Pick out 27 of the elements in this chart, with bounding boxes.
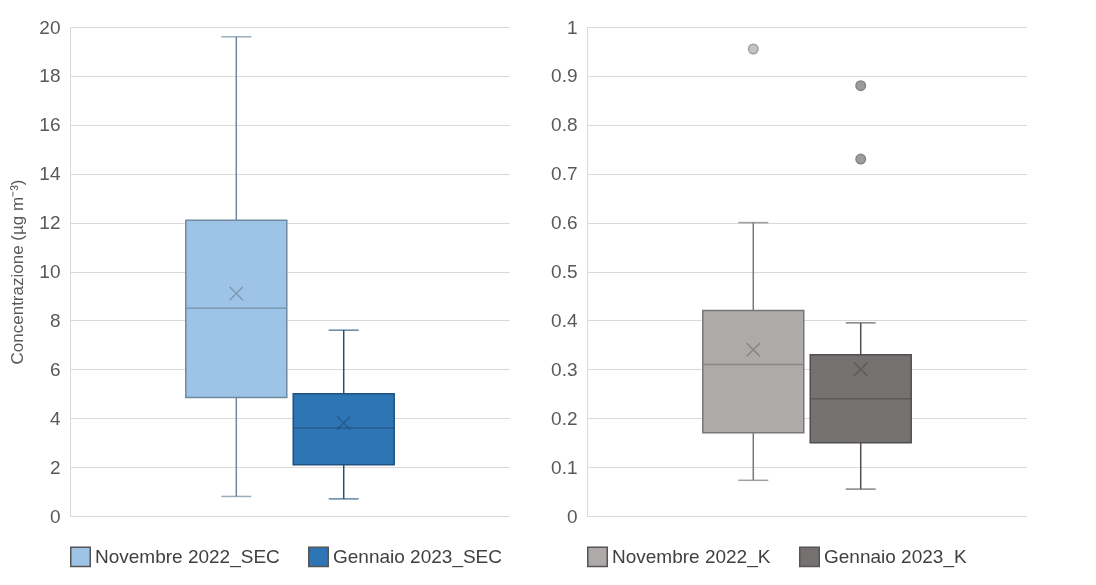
y-tick-label: 1	[566, 16, 578, 38]
y-tick-label: 0.8	[551, 114, 578, 136]
y-tick-label: 0.7	[551, 163, 578, 185]
y-tick-label: 0.4	[551, 309, 578, 331]
legend-label: Gennaio 2023_SEC	[333, 545, 503, 568]
y-tick-label: 8	[49, 309, 61, 331]
y-tick-label: 0	[566, 505, 578, 527]
y-tick-label: 6	[49, 358, 61, 380]
y-axis-title: Concentrazione (µg m⁻³)	[8, 179, 28, 365]
y-tick-label: 12	[39, 212, 61, 234]
legend-label: Gennaio 2023_K	[824, 545, 967, 568]
y-tick-label: 0	[49, 505, 61, 527]
y-tick-label: 0.9	[551, 65, 578, 87]
y-tick-label: 0.2	[551, 407, 578, 429]
y-tick-label: 0.6	[551, 212, 578, 234]
y-tick-label: 10	[39, 261, 61, 282]
y-tick-label: 20	[39, 16, 61, 38]
y-tick-label: 18	[39, 65, 61, 87]
y-tick-label: 0.5	[551, 261, 578, 282]
y-tick-label: 16	[39, 114, 61, 136]
y-tick-label: 14	[39, 163, 61, 185]
y-tick-label: 0.3	[551, 358, 578, 380]
y-tick-label: 2	[49, 456, 61, 478]
legend-label: Novembre 2022_SEC	[95, 545, 280, 568]
legend-label: Novembre 2022_K	[612, 545, 771, 568]
y-tick-label: 4	[49, 407, 61, 429]
y-tick-label: 0.1	[551, 456, 578, 478]
